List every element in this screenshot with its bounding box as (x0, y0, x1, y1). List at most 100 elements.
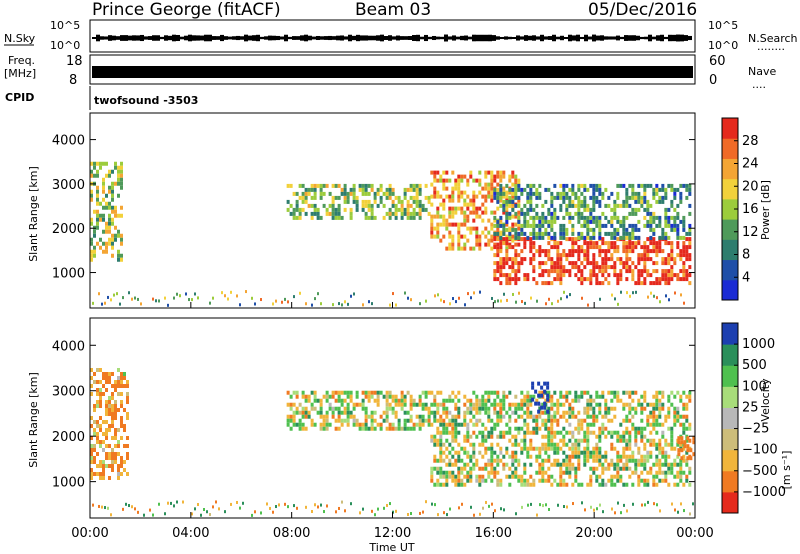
echo-cell (625, 261, 629, 266)
ground-scatter-cell (446, 513, 448, 517)
echo-cell (544, 478, 548, 483)
echo-cell (508, 203, 512, 208)
echo-cell (481, 194, 485, 199)
echo-cell (583, 187, 587, 192)
echo-cell (499, 174, 503, 179)
echo-cell (364, 418, 368, 423)
echo-cell (111, 468, 114, 472)
echo-cell (652, 237, 656, 242)
echo-cell (475, 234, 479, 239)
echo-cell (508, 231, 512, 236)
echo-cell (451, 422, 455, 427)
echo-cell (514, 442, 518, 447)
echo-cell (355, 394, 359, 399)
ground-scatter-cell (557, 299, 559, 303)
echo-cell (586, 482, 590, 487)
echo-cell (478, 418, 482, 423)
echo-cell (385, 390, 389, 395)
echo-cell (622, 219, 626, 224)
echo-cell (622, 402, 626, 407)
echo-cell (646, 269, 650, 274)
echo-cell (469, 454, 473, 459)
echo-cell (538, 470, 542, 475)
echo-cell (538, 215, 542, 220)
noise-sample (188, 34, 192, 42)
echo-cell (562, 249, 566, 254)
echo-cell (529, 191, 533, 196)
ground-scatter-cell (599, 503, 601, 507)
echo-cell (565, 398, 569, 403)
echo-cell (670, 446, 674, 451)
echo-cell (631, 183, 635, 188)
echo-cell (583, 195, 587, 200)
echo-cell (439, 194, 443, 199)
echo-cell (412, 183, 416, 188)
echo-cell (532, 277, 536, 282)
echo-cell (421, 418, 425, 423)
echo-cell (385, 426, 389, 431)
echo-cell (286, 422, 290, 427)
echo-cell (595, 442, 599, 447)
echo-cell (537, 401, 541, 406)
noise-sample (648, 34, 652, 42)
echo-cell (688, 438, 692, 443)
echo-cell (622, 183, 626, 188)
echo-cell (394, 402, 398, 407)
echo-cell (658, 438, 662, 443)
echo-cell (466, 202, 470, 207)
echo-cell (493, 422, 497, 427)
echo-cell (409, 211, 413, 216)
echo-cell (538, 390, 542, 395)
echo-cell (658, 442, 662, 447)
echo-cell (541, 223, 545, 228)
echo-cell (658, 195, 662, 200)
ground-scatter-cell (104, 506, 106, 510)
echo-cell (577, 203, 581, 208)
echo-cell (601, 466, 605, 471)
noise-sample (392, 36, 396, 40)
echo-cell (313, 191, 317, 196)
echo-cell (337, 390, 341, 395)
echo-cell (517, 414, 521, 419)
echo-cell (349, 211, 353, 216)
echo-cell (105, 456, 108, 460)
echo-cell (634, 199, 638, 204)
echo-cell (108, 201, 111, 206)
echo-cell (454, 438, 458, 443)
echo-cell (607, 231, 611, 236)
echo-cell (652, 211, 656, 216)
echo-cell (634, 434, 638, 439)
echo-cell (547, 426, 551, 431)
echo-cell (568, 261, 572, 266)
echo-cell (322, 394, 326, 399)
echo-cell (571, 249, 575, 254)
echo-cell (586, 454, 590, 459)
echo-cell (460, 458, 464, 463)
echo-cell (676, 215, 680, 220)
ground-scatter-cell (98, 292, 100, 296)
ground-scatter-cell (203, 508, 205, 512)
echo-cell (90, 253, 93, 258)
echo-cell (475, 422, 479, 427)
echo-cell (661, 470, 665, 475)
echo-cell (544, 450, 548, 455)
echo-cell (649, 203, 653, 208)
echo-cell (442, 442, 446, 447)
ground-scatter-cell (371, 302, 373, 306)
echo-cell (670, 466, 674, 471)
echo-cell (331, 199, 335, 204)
echo-cell (646, 237, 650, 242)
echo-cell (442, 206, 446, 211)
echo-cell (637, 241, 641, 246)
echo-cell (634, 241, 638, 246)
echo-cell (580, 215, 584, 220)
echo-cell (688, 470, 692, 475)
echo-cell (126, 456, 129, 460)
echo-cell (613, 466, 617, 471)
echo-cell (511, 207, 515, 212)
echo-cell (105, 400, 108, 404)
echo-cell (540, 405, 544, 410)
echo-cell (352, 195, 356, 200)
echo-cell (529, 414, 533, 419)
ground-scatter-cell (683, 301, 685, 305)
